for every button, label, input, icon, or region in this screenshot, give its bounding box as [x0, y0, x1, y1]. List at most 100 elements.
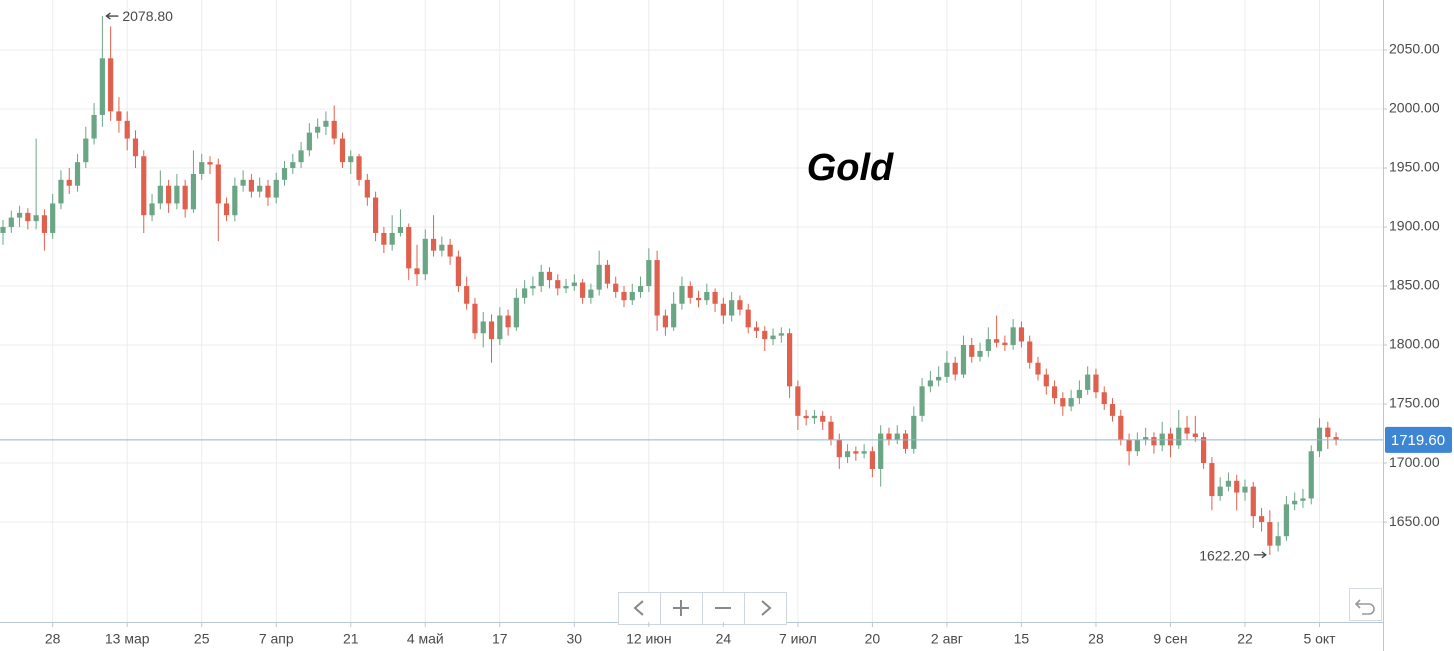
last-price-box — [1385, 426, 1452, 453]
candle-body — [215, 164, 221, 204]
candle-body — [828, 421, 834, 440]
reset-icon[interactable] — [1354, 599, 1375, 615]
candle-body — [886, 433, 892, 440]
candle-body — [811, 415, 818, 419]
candle-body — [555, 280, 561, 289]
x-tick-label: 7 апр — [259, 631, 294, 647]
scroll-left-button[interactable] — [633, 600, 644, 616]
candle-body — [596, 264, 602, 290]
candles — [0, 16, 1339, 555]
candle-body — [1217, 486, 1223, 497]
x-tick-label: 20 — [865, 631, 881, 647]
y-tick-label: 1800.00 — [1389, 336, 1440, 352]
candle-body — [315, 126, 321, 133]
candle-body — [869, 451, 875, 469]
candle-body — [50, 203, 56, 233]
y-tick-label: 1950.00 — [1389, 159, 1440, 175]
candle-body — [770, 335, 776, 340]
candle-body — [389, 232, 395, 245]
candle-body — [1134, 439, 1140, 452]
x-tick-label: 30 — [567, 631, 583, 647]
candle-body — [1300, 498, 1306, 501]
candle-body — [290, 162, 296, 169]
candle-body — [174, 185, 180, 204]
candle-body — [1201, 437, 1207, 464]
candle-body — [132, 138, 139, 157]
candle-body — [16, 212, 23, 218]
candle-body — [265, 185, 271, 198]
candle-body — [149, 203, 155, 216]
candle-body — [8, 217, 14, 228]
y-tick-label: 1900.00 — [1389, 218, 1440, 234]
zoom-in-button[interactable] — [673, 600, 689, 616]
candle-body — [1292, 500, 1298, 505]
reset-button[interactable] — [1349, 588, 1382, 621]
y-tick-label: 1850.00 — [1389, 277, 1440, 293]
candle-body — [671, 303, 677, 328]
x-tick-label: 5 окт — [1303, 631, 1336, 647]
candle-body — [199, 162, 205, 174]
x-tick-label: 24 — [716, 631, 732, 647]
x-tick-label: 21 — [343, 631, 359, 647]
candle-body — [1333, 437, 1339, 440]
annotation-label: 2078.80 — [122, 8, 173, 24]
candle-body — [505, 315, 511, 328]
candle-body — [911, 415, 917, 449]
candle-body — [1192, 433, 1198, 438]
candle-body — [108, 58, 114, 112]
candle-body — [488, 321, 495, 340]
candle-body — [1275, 536, 1281, 546]
candle-body — [364, 179, 370, 198]
candle-body — [1010, 327, 1016, 346]
candle-body — [853, 451, 859, 454]
candle-body — [720, 303, 726, 316]
grid — [0, 0, 1383, 622]
candle-body — [919, 386, 925, 416]
candle-body — [1258, 516, 1265, 523]
x-tick-label: 2 авг — [931, 631, 963, 647]
candle-body — [1209, 463, 1215, 497]
candle-body — [1051, 386, 1058, 399]
candle-body — [1225, 480, 1232, 487]
candle-body — [621, 291, 627, 301]
candle-body — [1151, 437, 1157, 446]
x-tick-label: 28 — [45, 631, 61, 647]
candle-body — [373, 197, 379, 233]
candle-body — [157, 185, 163, 204]
y-tick-label: 1650.00 — [1389, 513, 1440, 529]
candle-body — [795, 386, 801, 416]
candle-body — [232, 185, 238, 216]
y-tick-label: 1700.00 — [1389, 454, 1440, 470]
candle-body — [331, 120, 337, 139]
candle-body — [613, 283, 619, 292]
candle-body — [745, 309, 751, 328]
candle-body — [1076, 389, 1082, 399]
candle-body — [1118, 415, 1124, 440]
candle-body — [803, 415, 809, 419]
candle-body — [356, 156, 362, 180]
candle-body — [1308, 451, 1314, 499]
y-tick-label: 2050.00 — [1389, 41, 1440, 57]
candle-body — [1325, 427, 1331, 438]
candle-body — [430, 238, 437, 251]
candle-body — [936, 376, 942, 381]
candle-body — [695, 297, 702, 301]
candle-body — [306, 132, 312, 151]
y-tick-label: 2000.00 — [1389, 100, 1440, 116]
x-tick-label: 22 — [1237, 631, 1253, 647]
last-price-label: 1719.60 — [1391, 432, 1445, 449]
candle-body — [753, 327, 760, 331]
candle-body — [588, 289, 594, 298]
annotation-arrow — [1253, 551, 1267, 559]
candle-body — [729, 300, 735, 316]
scroll-right-button[interactable] — [761, 600, 772, 616]
candle-body — [1068, 398, 1074, 407]
y-tick-label: 1750.00 — [1389, 395, 1440, 411]
nav-controls — [618, 592, 787, 625]
candle-body — [58, 179, 64, 204]
candle-body — [944, 362, 950, 377]
x-tick-label: 15 — [1014, 631, 1030, 647]
candle-body — [679, 286, 685, 304]
